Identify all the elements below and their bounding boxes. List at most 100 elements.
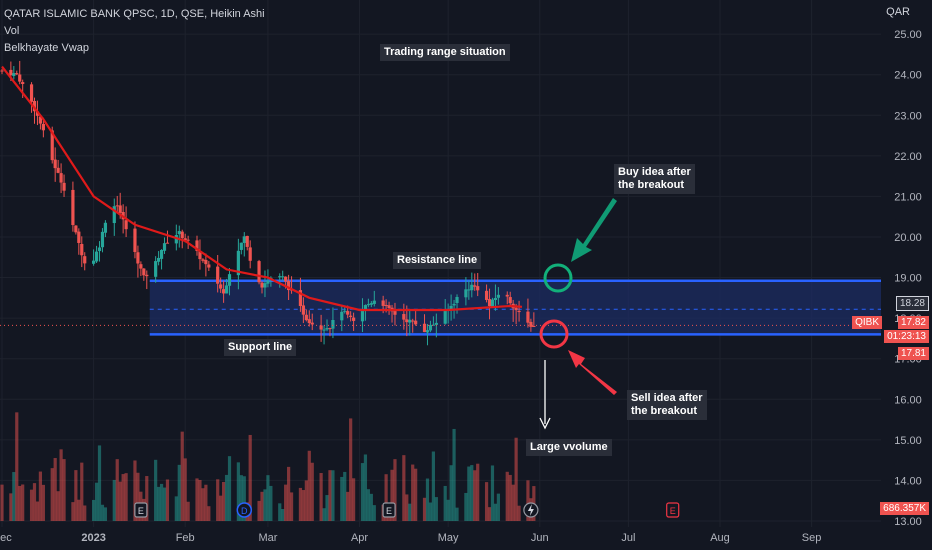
- volume-bar: [100, 504, 105, 521]
- volume-bar: [224, 474, 229, 521]
- candle-body: [236, 250, 240, 276]
- volume-bar: [411, 464, 415, 521]
- candle-body: [526, 311, 530, 323]
- resistance-annotation[interactable]: Resistance line: [393, 252, 482, 269]
- volume-bar: [260, 491, 264, 521]
- volume-bar: [402, 455, 406, 521]
- volume-bar: [71, 502, 75, 521]
- candle-body: [103, 222, 108, 233]
- time-tick-label: Jul: [621, 532, 635, 544]
- candle-body: [298, 290, 303, 307]
- indicator-legend[interactable]: Belkhayate Vwap: [4, 42, 89, 54]
- candle-body: [473, 285, 477, 287]
- time-tick-label: May: [438, 532, 459, 544]
- candle-body: [428, 324, 433, 331]
- candle-body: [514, 307, 518, 311]
- volume-bar: [35, 501, 40, 521]
- volume-bar: [227, 456, 232, 521]
- volume-bar: [434, 497, 438, 521]
- volume-bar: [301, 490, 305, 521]
- volume-bar: [21, 484, 25, 521]
- title-annotation[interactable]: Trading range situation: [380, 44, 510, 61]
- volume-bar: [363, 454, 368, 521]
- volume-bar: [372, 505, 376, 521]
- candle-body: [449, 305, 453, 310]
- symbol-tag: QIBK: [852, 316, 882, 329]
- candle-body: [207, 264, 211, 268]
- candle-body: [216, 266, 220, 284]
- volume-bar: [384, 474, 388, 521]
- volume-bar: [112, 479, 116, 521]
- volume-bar: [470, 465, 474, 521]
- time-tick-label: Jun: [531, 532, 549, 544]
- candle-body: [245, 235, 249, 247]
- candle-body: [470, 284, 474, 291]
- grid: [0, 0, 881, 527]
- volume-bar: [50, 468, 54, 521]
- volume-bar: [219, 495, 223, 521]
- price-tick-label: 24.00: [894, 70, 922, 82]
- volume-bar: [103, 507, 108, 521]
- volume-bar: [216, 479, 220, 521]
- price-tick-label: 15.00: [894, 435, 922, 447]
- candle-body: [360, 309, 365, 322]
- volume-bar: [476, 463, 480, 521]
- dividend-marker[interactable]: [236, 502, 253, 518]
- candle-body: [100, 231, 105, 248]
- candle-body: [18, 74, 22, 82]
- candle-body: [284, 276, 288, 282]
- volume-bar: [455, 507, 459, 521]
- volume-bar: [328, 470, 332, 521]
- volume-bar: [346, 491, 350, 521]
- earnings-marker[interactable]: [134, 502, 148, 518]
- time-tick-label: Aug: [710, 532, 730, 544]
- volume-annotation[interactable]: Large vvolume: [526, 439, 612, 456]
- volume-bars: [0, 412, 536, 521]
- volume-bar: [201, 488, 205, 521]
- candle-body: [198, 251, 202, 260]
- candle-body: [112, 206, 116, 224]
- candle-body: [239, 242, 243, 250]
- candle-body: [455, 296, 459, 303]
- candle-body: [529, 321, 533, 327]
- candle-body: [266, 280, 270, 284]
- volume-bar: [12, 472, 16, 521]
- low-price-tag: 17.81: [897, 347, 929, 360]
- volume-bar: [97, 445, 102, 521]
- candle-body: [59, 173, 63, 183]
- volume-bar: [239, 475, 243, 521]
- volume-bar: [307, 450, 311, 521]
- time-tick-label: Dec: [0, 532, 12, 544]
- sell-annotation[interactable]: Sell idea after the breakout: [627, 390, 707, 420]
- symbol-legend[interactable]: QATAR ISLAMIC BANK QPSC, 1D, QSE, Heikin…: [4, 8, 265, 20]
- candle-body: [484, 290, 489, 300]
- volume-bar: [195, 478, 199, 521]
- price-axis-bg: [881, 0, 932, 550]
- volume-bar: [80, 462, 84, 521]
- candle-body: [402, 314, 406, 320]
- candle-body: [307, 319, 311, 324]
- candle-body: [41, 123, 45, 131]
- candle-body: [508, 297, 512, 304]
- lightning-glyph: [527, 504, 534, 516]
- volume-tag: 686.357K: [880, 502, 929, 515]
- volume-bar: [331, 470, 335, 521]
- support-annotation[interactable]: Support line: [224, 339, 297, 356]
- volume-bar: [266, 475, 270, 521]
- candle-body: [328, 328, 332, 330]
- volume-legend[interactable]: Vol: [4, 25, 20, 37]
- volume-bar: [449, 465, 453, 521]
- vwap-line: [1, 65, 523, 312]
- candle-body: [281, 276, 285, 278]
- volume-bar: [9, 493, 13, 521]
- candle-body: [301, 305, 305, 315]
- earnings-marker[interactable]: [382, 502, 396, 518]
- buy-annotation[interactable]: Buy idea after the breakout: [614, 164, 695, 194]
- volume-bar: [118, 481, 122, 521]
- candle-body: [145, 274, 149, 277]
- earnings-marker[interactable]: [666, 502, 680, 518]
- candle-body: [201, 259, 205, 261]
- candle-body: [224, 285, 229, 294]
